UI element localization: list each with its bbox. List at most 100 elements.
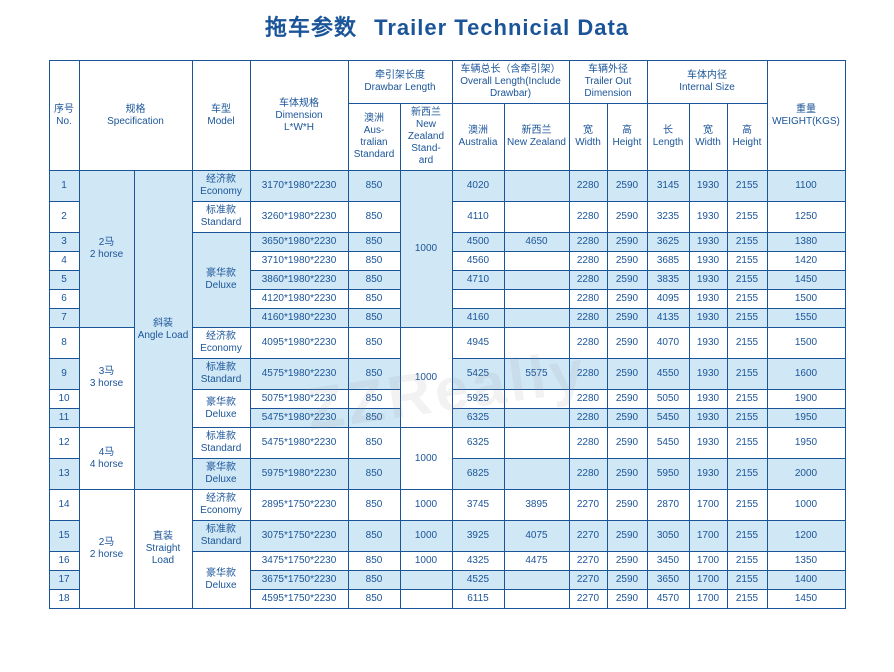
cell-nz-drawbar: 1000	[400, 490, 452, 521]
cell-nz-drawbar: 1000	[400, 171, 452, 328]
cell-model: 标准款Standard	[192, 359, 250, 390]
cell-ilen: 3685	[647, 252, 689, 271]
cell-height: 2590	[607, 290, 647, 309]
cell-no: 5	[49, 271, 79, 290]
cell-nz-len	[504, 571, 569, 590]
cell-aus-len: 4525	[452, 571, 504, 590]
cell-load: 直装StraightLoad	[134, 490, 192, 609]
cell-no: 1	[49, 171, 79, 202]
cell-iheight: 2155	[727, 428, 767, 459]
cell-weight: 1600	[767, 359, 845, 390]
cell-weight: 1380	[767, 233, 845, 252]
hdr-internal: 车体内径Internal Size	[647, 61, 767, 104]
cell-model: 经济款Economy	[192, 490, 250, 521]
cell-model: 豪华款Deluxe	[192, 552, 250, 609]
cell-height: 2590	[607, 252, 647, 271]
cell-iheight: 2155	[727, 459, 767, 490]
cell-ilen: 3650	[647, 571, 689, 590]
cell-nz-len	[504, 271, 569, 290]
cell-aus-drawbar: 850	[348, 290, 400, 309]
cell-model: 标准款Standard	[192, 428, 250, 459]
cell-aus-drawbar: 850	[348, 552, 400, 571]
cell-weight: 2000	[767, 459, 845, 490]
cell-ilen: 2870	[647, 490, 689, 521]
cell-iheight: 2155	[727, 171, 767, 202]
cell-width: 2280	[569, 359, 607, 390]
title-cn: 拖车参数	[265, 15, 357, 40]
cell-nz-len: 4475	[504, 552, 569, 571]
cell-iheight: 2155	[727, 202, 767, 233]
cell-height: 2590	[607, 490, 647, 521]
cell-aus-len: 3925	[452, 521, 504, 552]
cell-aus-len: 3745	[452, 490, 504, 521]
cell-no: 4	[49, 252, 79, 271]
cell-iheight: 2155	[727, 233, 767, 252]
cell-iwidth: 1930	[689, 359, 727, 390]
cell-spec: 4马4 horse	[79, 428, 134, 490]
hdr-dim: 车体规格DimensionL*W*H	[250, 61, 348, 171]
cell-aus-drawbar: 850	[348, 521, 400, 552]
cell-aus-drawbar: 850	[348, 171, 400, 202]
cell-iheight: 2155	[727, 309, 767, 328]
cell-aus-len: 6825	[452, 459, 504, 490]
hdr-nz: 新西兰NewZealandStand-ard	[400, 104, 452, 171]
cell-aus-drawbar: 850	[348, 590, 400, 609]
cell-height: 2590	[607, 309, 647, 328]
cell-nz-len: 4075	[504, 521, 569, 552]
cell-ilen: 5450	[647, 428, 689, 459]
cell-iwidth: 1930	[689, 252, 727, 271]
cell-height: 2590	[607, 409, 647, 428]
cell-weight: 1950	[767, 428, 845, 459]
cell-ilen: 3145	[647, 171, 689, 202]
cell-height: 2590	[607, 521, 647, 552]
cell-width: 2270	[569, 571, 607, 590]
cell-height: 2590	[607, 233, 647, 252]
hdr-spec: 规格Specification	[79, 61, 192, 171]
cell-ilen: 4135	[647, 309, 689, 328]
hdr-width: 宽Width	[569, 104, 607, 171]
cell-height: 2590	[607, 271, 647, 290]
cell-no: 8	[49, 328, 79, 359]
cell-dim: 4120*1980*2230	[250, 290, 348, 309]
cell-nz-drawbar: 1000	[400, 552, 452, 571]
cell-width: 2270	[569, 590, 607, 609]
cell-iwidth: 1930	[689, 390, 727, 409]
cell-aus-drawbar: 850	[348, 328, 400, 359]
cell-model: 标准款Standard	[192, 202, 250, 233]
hdr-width2: 宽Width	[689, 104, 727, 171]
cell-height: 2590	[607, 359, 647, 390]
cell-dim: 3075*1750*2230	[250, 521, 348, 552]
cell-nz-len	[504, 202, 569, 233]
cell-weight: 1250	[767, 202, 845, 233]
cell-weight: 1500	[767, 328, 845, 359]
cell-weight: 1500	[767, 290, 845, 309]
cell-model: 经济款Economy	[192, 171, 250, 202]
cell-iwidth: 1930	[689, 171, 727, 202]
cell-weight: 1100	[767, 171, 845, 202]
cell-no: 6	[49, 290, 79, 309]
cell-spec: 2马2 horse	[79, 171, 134, 328]
cell-height: 2590	[607, 571, 647, 590]
hdr-height2: 高Height	[727, 104, 767, 171]
cell-iheight: 2155	[727, 590, 767, 609]
hdr-drawbar: 牵引架长度Drawbar Length	[348, 61, 452, 104]
cell-nz-len: 4650	[504, 233, 569, 252]
cell-nz-drawbar	[400, 571, 452, 590]
cell-dim: 3710*1980*2230	[250, 252, 348, 271]
cell-aus-len: 6325	[452, 428, 504, 459]
cell-dim: 3170*1980*2230	[250, 171, 348, 202]
cell-nz-len	[504, 428, 569, 459]
hdr-aus: 澳洲Aus-tralianStandard	[348, 104, 400, 171]
hdr-no: 序号No.	[49, 61, 79, 171]
cell-iwidth: 1700	[689, 490, 727, 521]
cell-model: 豪华款Deluxe	[192, 233, 250, 328]
hdr-overall: 车辆总长（含牵引架）Overall Length(IncludeDrawbar)	[452, 61, 569, 104]
cell-ilen: 3450	[647, 552, 689, 571]
cell-iwidth: 1700	[689, 521, 727, 552]
cell-aus-drawbar: 850	[348, 233, 400, 252]
cell-width: 2280	[569, 271, 607, 290]
cell-dim: 4095*1980*2230	[250, 328, 348, 359]
cell-model: 豪华款Deluxe	[192, 459, 250, 490]
cell-ilen: 5050	[647, 390, 689, 409]
cell-no: 13	[49, 459, 79, 490]
